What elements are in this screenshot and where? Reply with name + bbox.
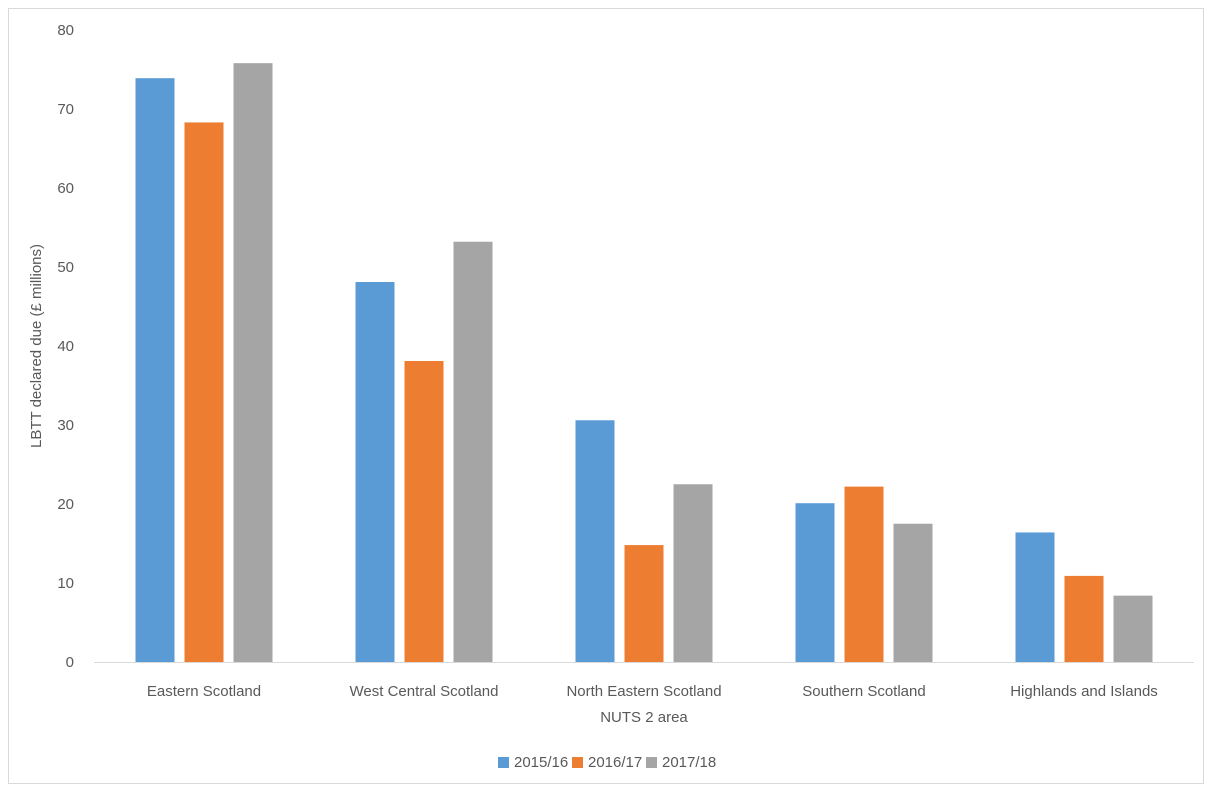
x-axis-ticks: Eastern Scotland West Central Scotland Nor… — [147, 683, 1158, 700]
bar-2017-18-north-eastern-scotland — [673, 484, 713, 662]
legend: 2015/16 2016/17 2017/18 — [498, 754, 716, 771]
y-tick-label: 0 — [66, 654, 74, 671]
bar-2015-16-west-central-scotland — [355, 282, 395, 662]
bar-2016-17-southern-scotland — [844, 486, 884, 662]
x-tick-label: Southern Scotland — [802, 683, 925, 700]
y-tick-label: 80 — [57, 22, 74, 39]
bar-2015-16-southern-scotland — [795, 503, 835, 662]
bar-2016-17-eastern-scotland — [184, 122, 224, 663]
x-tick-label: West Central Scotland — [350, 683, 499, 700]
x-tick-label: Eastern Scotland — [147, 683, 261, 700]
legend-label: 2015/16 — [514, 754, 568, 771]
legend-swatch — [498, 757, 509, 768]
y-axis-title: LBTT declared due (£ millions) — [28, 244, 45, 448]
y-tick-label: 40 — [57, 338, 74, 355]
x-tick-label: North Eastern Scotland — [566, 683, 721, 700]
bars — [135, 63, 1153, 663]
x-axis-title: NUTS 2 area — [600, 709, 688, 726]
bar-2017-18-eastern-scotland — [233, 63, 273, 663]
bar-2017-18-southern-scotland — [893, 523, 933, 662]
legend-label: 2016/17 — [588, 754, 642, 771]
bar-2015-16-highlands-and-islands — [1015, 532, 1055, 662]
y-tick-label: 50 — [57, 259, 74, 276]
bar-2016-17-highlands-and-islands — [1064, 575, 1104, 662]
bar-2017-18-west-central-scotland — [453, 241, 493, 662]
y-tick-label: 30 — [57, 417, 74, 434]
bar-2015-16-north-eastern-scotland — [575, 420, 615, 662]
legend-label: 2017/18 — [662, 754, 716, 771]
y-tick-label: 10 — [57, 575, 74, 592]
bar-2017-18-highlands-and-islands — [1113, 595, 1153, 662]
bar-2016-17-north-eastern-scotland — [624, 545, 664, 662]
bar-2016-17-west-central-scotland — [404, 361, 444, 662]
x-tick-label: Highlands and Islands — [1010, 683, 1158, 700]
bar-2015-16-eastern-scotland — [135, 78, 175, 662]
legend-swatch — [646, 757, 657, 768]
y-tick-label: 20 — [57, 496, 74, 513]
y-tick-label: 70 — [57, 101, 74, 118]
legend-swatch — [572, 757, 583, 768]
y-tick-label: 60 — [57, 180, 74, 197]
y-axis-ticks: 0 10 20 30 40 50 60 70 80 — [57, 22, 74, 671]
